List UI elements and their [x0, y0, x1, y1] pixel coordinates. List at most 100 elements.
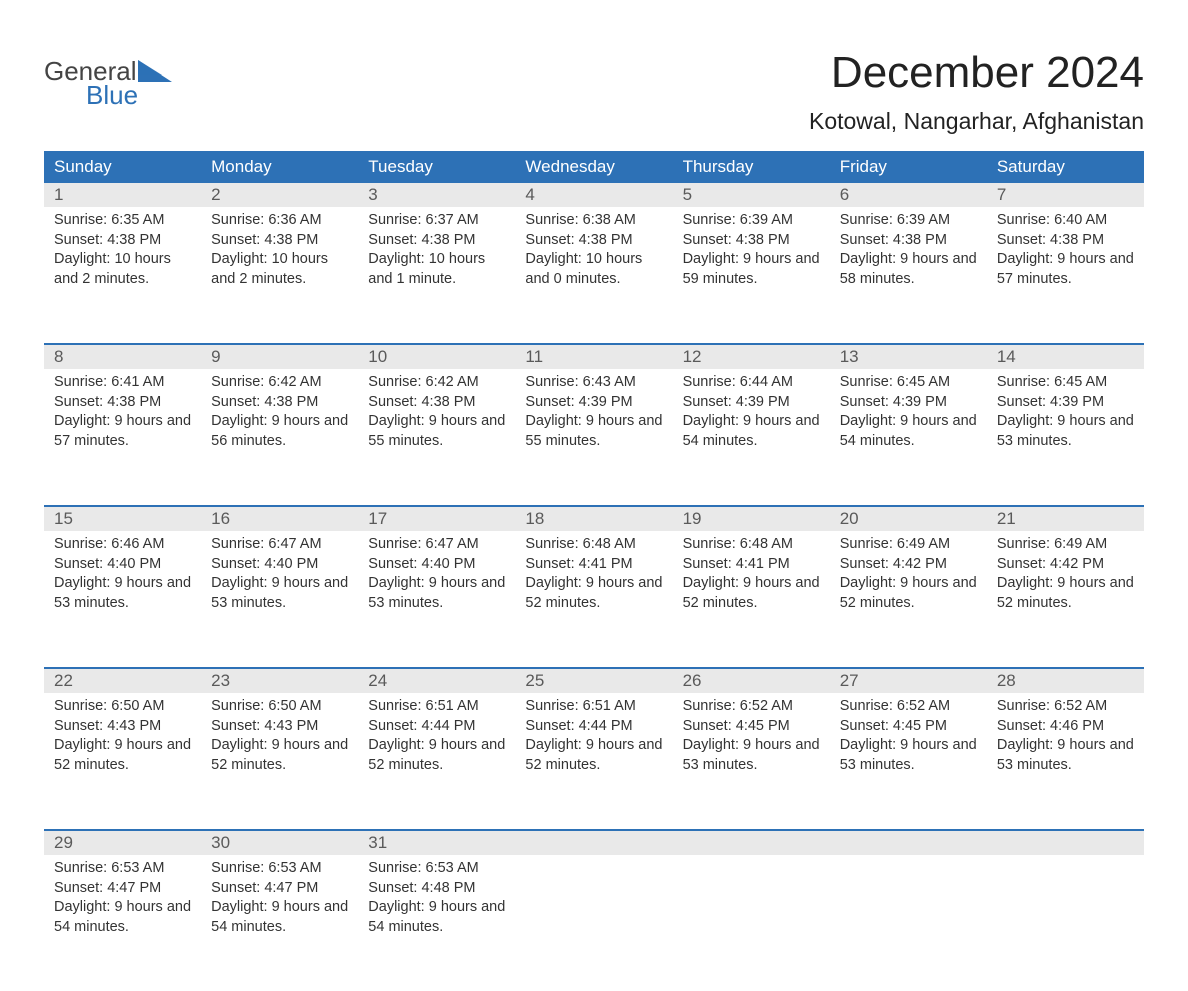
- daylight-line: Daylight: 9 hours and 52 minutes.: [211, 736, 348, 775]
- week-row: Sunrise: 6:46 AMSunset: 4:40 PM Daylight:…: [44, 531, 1144, 667]
- weekday-header: Friday: [830, 151, 987, 183]
- day-number: 4: [515, 183, 672, 207]
- calendar-day: Sunrise: 6:48 AMSunset: 4:41 PMDaylight:…: [515, 531, 672, 667]
- daylight-line: Daylight: 9 hours and 52 minutes.: [54, 736, 191, 775]
- calendar-day: Sunrise: 6:39 AMSunset: 4:38 PMDaylight:…: [830, 207, 987, 343]
- sunrise-line: Sunrise: 6:53 AM: [368, 859, 505, 879]
- day-content: Sunrise: 6:52 AMSunset: 4:45 PMDaylight:…: [673, 693, 830, 775]
- day-content: Sunrise: 6:44 AMSunset: 4:39 PMDaylight:…: [673, 369, 830, 451]
- day-number: 26: [673, 669, 830, 693]
- day-content: Sunrise: 6:51 AMSunset: 4:44 PMDaylight:…: [358, 693, 515, 775]
- calendar-day: Sunrise: 6:43 AMSunset: 4:39 PMDaylight:…: [515, 369, 672, 505]
- day-number: 2: [201, 183, 358, 207]
- sunrise-line: Sunrise: 6:47 AM: [368, 535, 505, 555]
- day-content: Sunrise: 6:47 AMSunset: 4:40 PMDaylight:…: [358, 531, 515, 613]
- sunset-line: Sunset: 4:40 PM: [54, 555, 191, 575]
- day-content: Sunrise: 6:49 AMSunset: 4:42 PMDaylight:…: [987, 531, 1144, 613]
- day-number: [987, 831, 1144, 855]
- day-content: Sunrise: 6:53 AMSunset: 4:48 PMDaylight:…: [358, 855, 515, 937]
- calendar-day: Sunrise: 6:53 AMSunset: 4:47 PMDaylight:…: [201, 855, 358, 991]
- day-number-row: 891011121314: [44, 343, 1144, 369]
- day-content: Sunrise: 6:51 AMSunset: 4:44 PMDaylight:…: [515, 693, 672, 775]
- daylight-line: Daylight: 10 hours and 2 minutes.: [211, 250, 348, 289]
- daylight-line: Daylight: 9 hours and 53 minutes.: [840, 736, 977, 775]
- sunset-line: Sunset: 4:41 PM: [683, 555, 820, 575]
- daylight-line: Daylight: 9 hours and 54 minutes.: [683, 412, 820, 451]
- sunset-line: Sunset: 4:38 PM: [368, 393, 505, 413]
- day-number: 25: [515, 669, 672, 693]
- sunset-line: Sunset: 4:39 PM: [997, 393, 1134, 413]
- day-content: Sunrise: 6:45 AMSunset: 4:39 PMDaylight:…: [830, 369, 987, 451]
- sunrise-line: Sunrise: 6:50 AM: [54, 697, 191, 717]
- calendar-day: Sunrise: 6:36 AMSunset: 4:38 PMDaylight:…: [201, 207, 358, 343]
- sunset-line: Sunset: 4:38 PM: [525, 231, 662, 251]
- sunrise-line: Sunrise: 6:52 AM: [840, 697, 977, 717]
- day-number: 24: [358, 669, 515, 693]
- sunset-line: Sunset: 4:39 PM: [840, 393, 977, 413]
- calendar-day: Sunrise: 6:39 AMSunset: 4:38 PMDaylight:…: [673, 207, 830, 343]
- daylight-line: Daylight: 9 hours and 52 minutes.: [840, 574, 977, 613]
- day-content: Sunrise: 6:39 AMSunset: 4:38 PMDaylight:…: [673, 207, 830, 289]
- day-number: 9: [201, 345, 358, 369]
- calendar-day: Sunrise: 6:49 AMSunset: 4:42 PMDaylight:…: [830, 531, 987, 667]
- calendar-day: [987, 855, 1144, 991]
- sunset-line: Sunset: 4:47 PM: [54, 879, 191, 899]
- day-number: [830, 831, 987, 855]
- sunrise-line: Sunrise: 6:44 AM: [683, 373, 820, 393]
- day-content: Sunrise: 6:45 AMSunset: 4:39 PMDaylight:…: [987, 369, 1144, 451]
- calendar-day: Sunrise: 6:53 AMSunset: 4:48 PMDaylight:…: [358, 855, 515, 991]
- day-content: Sunrise: 6:48 AMSunset: 4:41 PMDaylight:…: [515, 531, 672, 613]
- daylight-line: Daylight: 10 hours and 2 minutes.: [54, 250, 191, 289]
- day-number: 27: [830, 669, 987, 693]
- day-content: Sunrise: 6:43 AMSunset: 4:39 PMDaylight:…: [515, 369, 672, 451]
- logo: General Blue: [44, 48, 172, 108]
- calendar-day: Sunrise: 6:35 AMSunset: 4:38 PMDaylight:…: [44, 207, 201, 343]
- daylight-line: Daylight: 9 hours and 52 minutes.: [368, 736, 505, 775]
- sunrise-line: Sunrise: 6:48 AM: [525, 535, 662, 555]
- calendar-day: Sunrise: 6:49 AMSunset: 4:42 PMDaylight:…: [987, 531, 1144, 667]
- calendar-day: Sunrise: 6:42 AMSunset: 4:38 PMDaylight:…: [358, 369, 515, 505]
- daylight-line: Daylight: 9 hours and 52 minutes.: [525, 574, 662, 613]
- day-number: 6: [830, 183, 987, 207]
- day-number: 13: [830, 345, 987, 369]
- sunrise-line: Sunrise: 6:47 AM: [211, 535, 348, 555]
- day-content: Sunrise: 6:42 AMSunset: 4:38 PMDaylight:…: [358, 369, 515, 451]
- calendar-day: Sunrise: 6:50 AMSunset: 4:43 PMDaylight:…: [44, 693, 201, 829]
- day-number: 23: [201, 669, 358, 693]
- calendar-day: Sunrise: 6:47 AMSunset: 4:40 PMDaylight:…: [358, 531, 515, 667]
- calendar-day: Sunrise: 6:37 AMSunset: 4:38 PMDaylight:…: [358, 207, 515, 343]
- daylight-line: Daylight: 9 hours and 53 minutes.: [683, 736, 820, 775]
- day-number: 29: [44, 831, 201, 855]
- sunrise-line: Sunrise: 6:37 AM: [368, 211, 505, 231]
- daylight-line: Daylight: 9 hours and 57 minutes.: [54, 412, 191, 451]
- sunset-line: Sunset: 4:39 PM: [683, 393, 820, 413]
- weekday-header: Thursday: [673, 151, 830, 183]
- sunrise-line: Sunrise: 6:48 AM: [683, 535, 820, 555]
- sunrise-line: Sunrise: 6:49 AM: [840, 535, 977, 555]
- sunrise-line: Sunrise: 6:53 AM: [211, 859, 348, 879]
- sunrise-line: Sunrise: 6:49 AM: [997, 535, 1134, 555]
- sunset-line: Sunset: 4:42 PM: [997, 555, 1134, 575]
- sunrise-line: Sunrise: 6:51 AM: [525, 697, 662, 717]
- day-content: Sunrise: 6:50 AMSunset: 4:43 PMDaylight:…: [201, 693, 358, 775]
- sunset-line: Sunset: 4:45 PM: [840, 717, 977, 737]
- day-content: Sunrise: 6:36 AMSunset: 4:38 PMDaylight:…: [201, 207, 358, 289]
- sunset-line: Sunset: 4:38 PM: [840, 231, 977, 251]
- day-number-row: 22232425262728: [44, 667, 1144, 693]
- sunrise-line: Sunrise: 6:40 AM: [997, 211, 1134, 231]
- day-content: Sunrise: 6:37 AMSunset: 4:38 PMDaylight:…: [358, 207, 515, 289]
- day-number: 5: [673, 183, 830, 207]
- daylight-line: Daylight: 9 hours and 53 minutes.: [997, 412, 1134, 451]
- sunrise-line: Sunrise: 6:46 AM: [54, 535, 191, 555]
- day-content: Sunrise: 6:35 AMSunset: 4:38 PMDaylight:…: [44, 207, 201, 289]
- sunset-line: Sunset: 4:47 PM: [211, 879, 348, 899]
- daylight-line: Daylight: 9 hours and 53 minutes.: [368, 574, 505, 613]
- day-content: Sunrise: 6:53 AMSunset: 4:47 PMDaylight:…: [201, 855, 358, 937]
- day-number: 19: [673, 507, 830, 531]
- sunrise-line: Sunrise: 6:45 AM: [840, 373, 977, 393]
- calendar-day: Sunrise: 6:52 AMSunset: 4:45 PMDaylight:…: [673, 693, 830, 829]
- daylight-line: Daylight: 10 hours and 0 minutes.: [525, 250, 662, 289]
- day-content: Sunrise: 6:49 AMSunset: 4:42 PMDaylight:…: [830, 531, 987, 613]
- sunset-line: Sunset: 4:48 PM: [368, 879, 505, 899]
- week-row: Sunrise: 6:53 AMSunset: 4:47 PMDaylight:…: [44, 855, 1144, 991]
